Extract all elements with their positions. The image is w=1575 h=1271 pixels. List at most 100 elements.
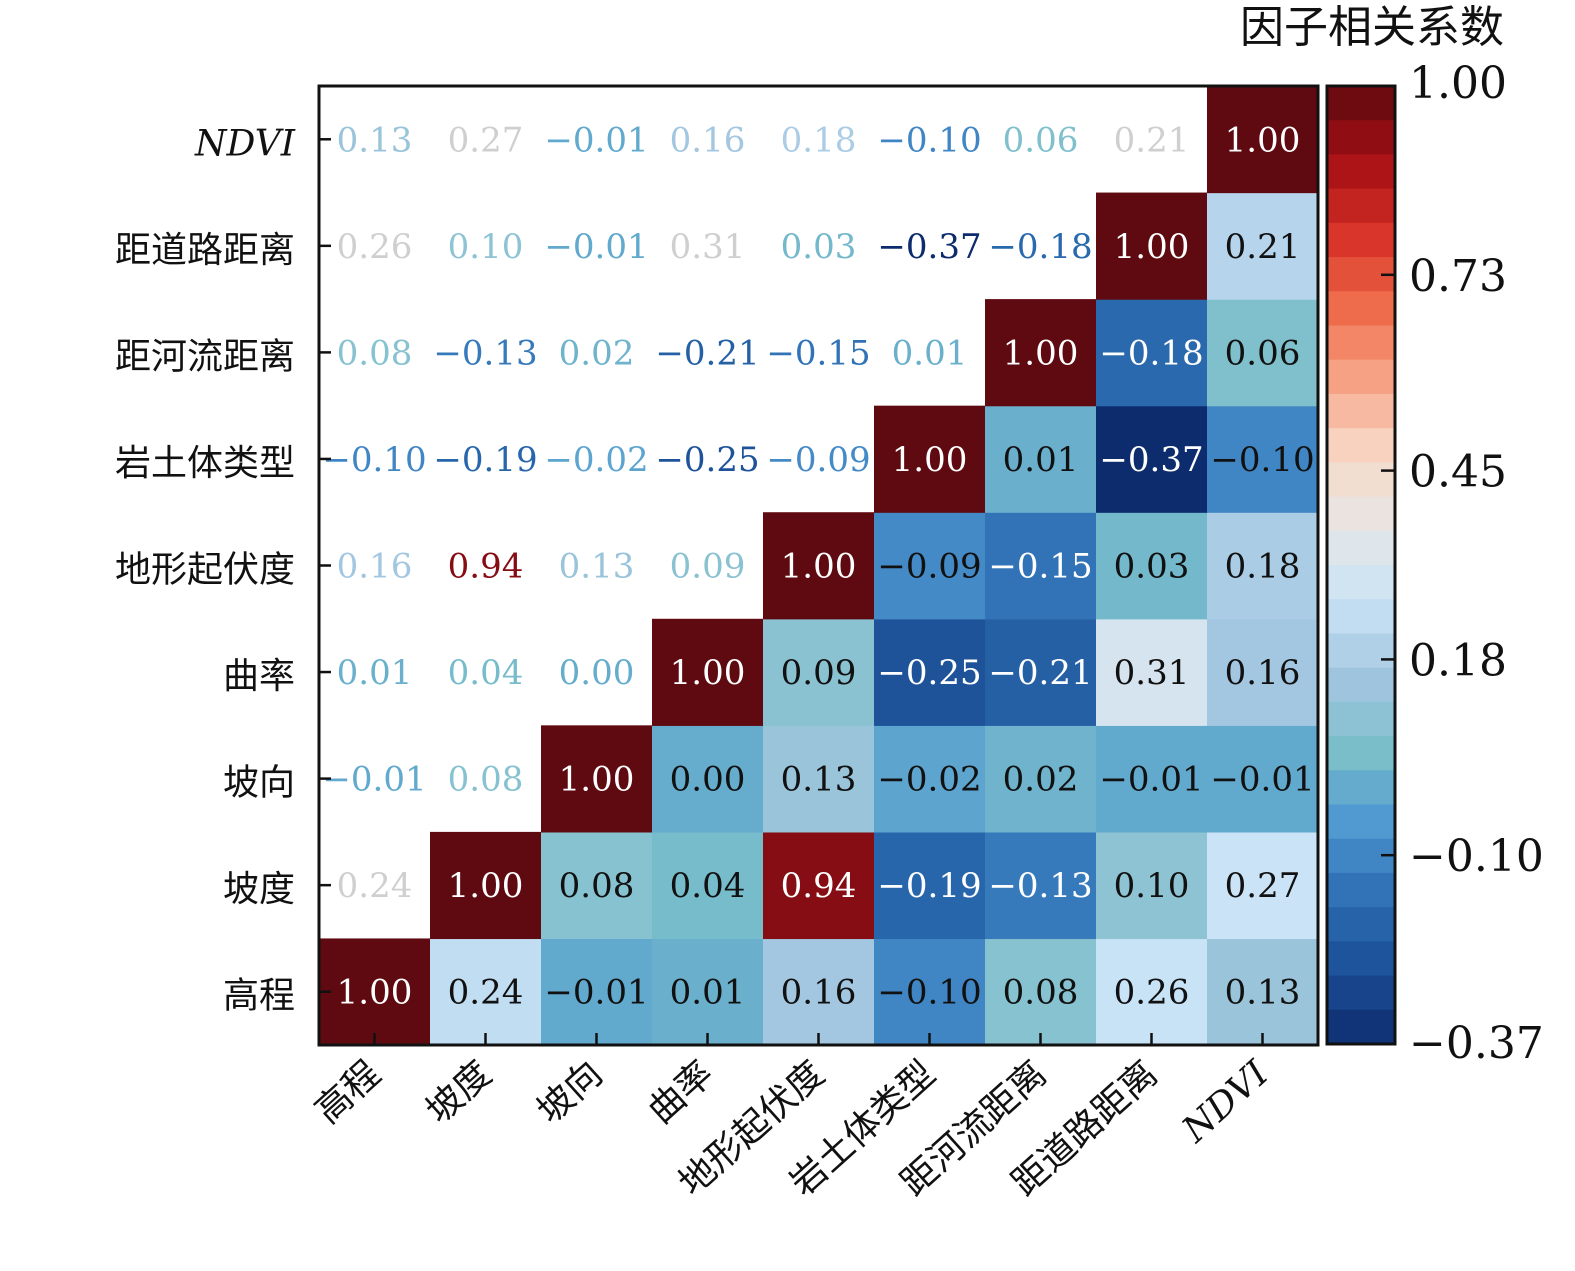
cell-value-3-1: 0.04 bbox=[448, 653, 524, 693]
cell-value-2-5: −0.02 bbox=[877, 760, 981, 800]
cell-value-0-0: 1.00 bbox=[337, 973, 413, 1013]
cell-value-2-0: −0.01 bbox=[322, 760, 426, 800]
cell-value-7-0: 0.26 bbox=[337, 227, 413, 267]
colorbar-segment bbox=[1327, 359, 1395, 395]
colorbar-segment bbox=[1327, 462, 1395, 498]
colorbar: 1.00 0.73 0.45 0.18 −0.10 −0.37 bbox=[1325, 58, 1544, 1069]
cell-value-5-5: 1.00 bbox=[892, 440, 968, 480]
cell-value-8-2: −0.01 bbox=[544, 120, 648, 160]
cell-value-7-1: 0.10 bbox=[448, 227, 524, 267]
cell-value-6-8: 0.06 bbox=[1225, 333, 1301, 373]
cell-value-5-4: −0.09 bbox=[766, 440, 870, 480]
heatmap-cell-4-6 bbox=[985, 512, 1097, 620]
cell-value-2-3: 0.00 bbox=[670, 760, 746, 800]
heatmap-cell-3-8 bbox=[1207, 618, 1319, 726]
y-tick-label-7: 距道路距离 bbox=[115, 230, 295, 271]
cell-value-8-7: 0.21 bbox=[1114, 120, 1190, 160]
heatmap-cell-1-8 bbox=[1207, 831, 1319, 940]
y-tick-label-4: 地形起伏度 bbox=[115, 550, 295, 591]
cell-value-8-3: 0.16 bbox=[670, 120, 746, 160]
colorbar-segment bbox=[1327, 599, 1395, 635]
colorbar-segment bbox=[1327, 86, 1395, 122]
cell-value-5-8: −0.10 bbox=[1210, 440, 1314, 480]
cell-value-8-0: 0.13 bbox=[337, 120, 413, 160]
heatmap-cell-3-6 bbox=[985, 618, 1097, 726]
heatmap-cell-1-4 bbox=[763, 831, 875, 940]
x-tick-label-2: 坡向 bbox=[530, 1053, 611, 1132]
heatmap-cell-1-5 bbox=[874, 831, 986, 940]
colorbar-segment bbox=[1327, 428, 1395, 464]
colorbar-segment bbox=[1327, 120, 1395, 156]
cell-value-5-6: 0.01 bbox=[1003, 440, 1079, 480]
y-tick-label-0: 高程 bbox=[223, 976, 295, 1017]
cell-value-4-0: 0.16 bbox=[337, 547, 413, 587]
heatmap-cell-0-7 bbox=[1096, 938, 1208, 1046]
cell-value-8-8: 1.00 bbox=[1225, 120, 1301, 160]
heatmap-cell-2-8 bbox=[1207, 725, 1319, 833]
heatmap-cell-1-6 bbox=[985, 831, 1097, 940]
colorbar-frame bbox=[1325, 84, 1397, 1046]
cell-value-7-8: 0.21 bbox=[1225, 227, 1301, 267]
cell-value-0-2: −0.01 bbox=[544, 973, 648, 1013]
heatmap-cell-3-5 bbox=[874, 618, 986, 726]
colorbar-segment bbox=[1327, 975, 1395, 1011]
cell-value-7-4: 0.03 bbox=[781, 227, 857, 267]
cell-value-1-1: 1.00 bbox=[448, 866, 524, 906]
heatmap-cell-7-7 bbox=[1096, 192, 1208, 300]
heatmap-value-labels: 1.00 0.24 −0.01 0.01 0.16 −0.10 0.08 0.26 0.13 0.… bbox=[322, 120, 1314, 1012]
colorbar-segment bbox=[1327, 872, 1395, 908]
heatmap-cell-2-4 bbox=[763, 725, 875, 833]
colorbar-segment bbox=[1327, 496, 1395, 532]
colorbar-segment bbox=[1327, 291, 1395, 327]
cell-value-0-5: −0.10 bbox=[877, 973, 981, 1013]
y-tick-label-8: NDVI bbox=[194, 123, 296, 164]
colorbar-segment bbox=[1327, 393, 1395, 429]
colorbar-segment bbox=[1327, 1009, 1395, 1045]
colorbar-tick-label-5: −0.37 bbox=[1409, 1018, 1544, 1069]
cell-value-3-4: 0.09 bbox=[781, 653, 857, 693]
cell-value-3-3: 1.00 bbox=[670, 653, 746, 693]
heatmap-cell-1-1 bbox=[430, 831, 542, 940]
colorbar-segment bbox=[1327, 633, 1395, 669]
y-tick-label-6: 距河流距离 bbox=[115, 336, 295, 377]
heatmap-cells bbox=[319, 86, 1319, 1046]
colorbar-segment bbox=[1327, 736, 1395, 772]
heatmap-cell-5-6 bbox=[985, 405, 1097, 513]
heatmap-cell-2-6 bbox=[985, 725, 1097, 833]
heatmap-cell-5-8 bbox=[1207, 405, 1319, 513]
cell-value-6-2: 0.02 bbox=[559, 333, 635, 373]
cell-value-8-4: 0.18 bbox=[781, 120, 857, 160]
heatmap-cell-8-8 bbox=[1207, 86, 1319, 194]
cell-value-8-1: 0.27 bbox=[448, 120, 524, 160]
cell-value-0-8: 0.13 bbox=[1225, 973, 1301, 1013]
heatmap-cell-0-0 bbox=[319, 938, 431, 1046]
cell-value-5-7: −0.37 bbox=[1099, 440, 1203, 480]
cell-value-4-4: 1.00 bbox=[781, 547, 857, 587]
heatmap-cell-0-4 bbox=[763, 938, 875, 1046]
y-tick-label-3: 曲率 bbox=[223, 656, 295, 697]
cell-value-6-3: −0.21 bbox=[655, 333, 759, 373]
x-tick-label-8: NDVI bbox=[1174, 1053, 1277, 1152]
heatmap-cell-4-7 bbox=[1096, 512, 1208, 620]
colorbar-tick-label-0: 1.00 bbox=[1409, 58, 1507, 109]
heatmap-cell-4-5 bbox=[874, 512, 986, 620]
cell-value-4-5: −0.09 bbox=[877, 547, 981, 587]
heatmap-cell-1-3 bbox=[652, 831, 764, 940]
colorbar-segment bbox=[1327, 325, 1395, 361]
cell-value-7-3: 0.31 bbox=[670, 227, 746, 267]
heatmap-cell-3-3 bbox=[652, 618, 764, 726]
colorbar-title: 因子相关系数 bbox=[1240, 2, 1504, 53]
cell-value-4-2: 0.13 bbox=[559, 547, 635, 587]
cell-value-6-7: −0.18 bbox=[1099, 333, 1203, 373]
colorbar-tick-label-4: −0.10 bbox=[1409, 831, 1544, 882]
cell-value-3-0: 0.01 bbox=[337, 653, 413, 693]
y-tick-label-1: 坡度 bbox=[223, 869, 295, 910]
cell-value-2-2: 1.00 bbox=[559, 760, 635, 800]
cell-value-1-4: 0.94 bbox=[781, 866, 857, 906]
colorbar-segment bbox=[1327, 667, 1395, 703]
colorbar-segment bbox=[1327, 941, 1395, 977]
cell-value-3-8: 0.16 bbox=[1225, 653, 1301, 693]
x-tick-label-1: 坡度 bbox=[419, 1053, 500, 1132]
